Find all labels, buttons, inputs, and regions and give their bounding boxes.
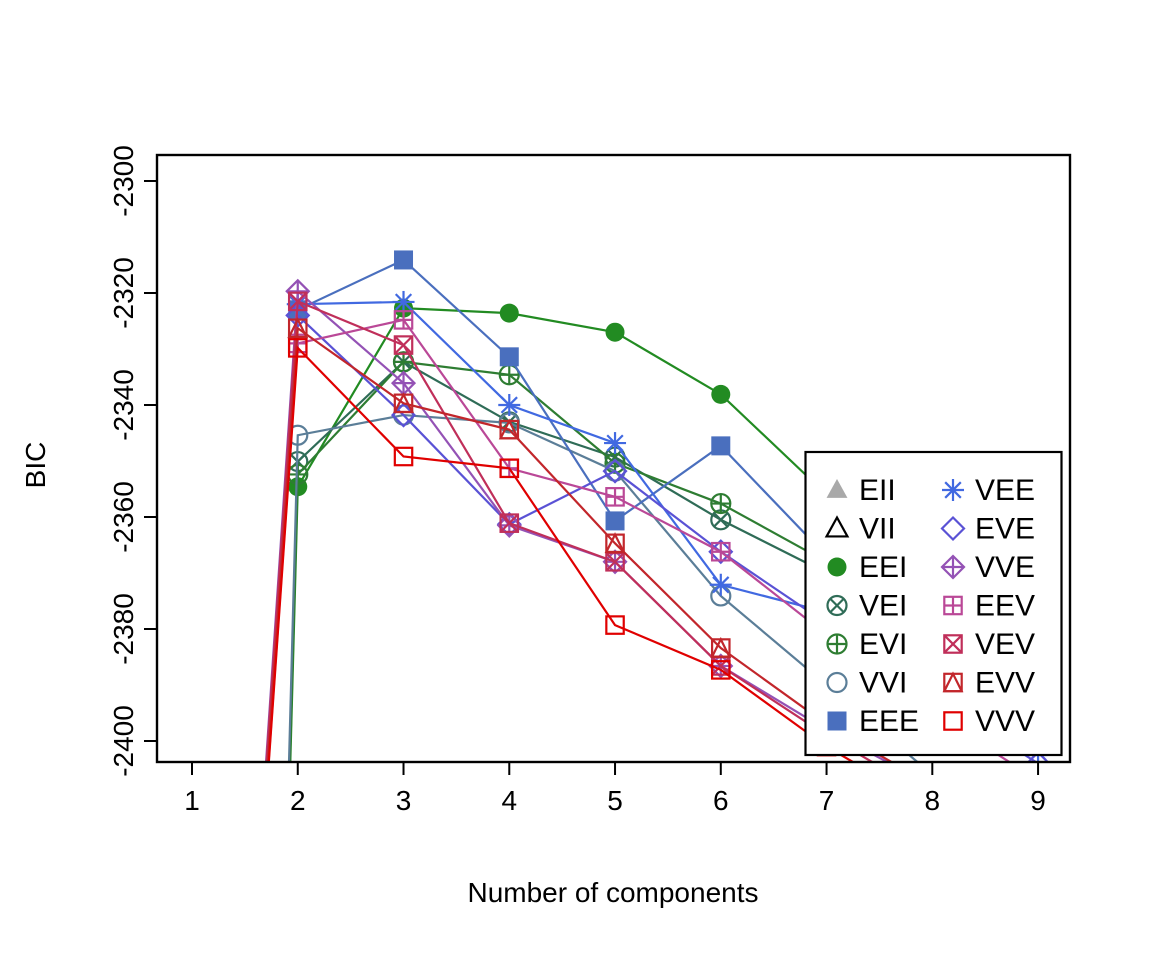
x-tick-label: 7 [819,785,835,816]
y-tick-label: -2340 [108,369,139,441]
x-tick-label: 5 [607,785,623,816]
marker-EVI [710,492,732,515]
legend-label-VVE: VVE [975,551,1035,584]
x-tick-label: 3 [396,785,412,816]
x-axis: 1 2 3 4 5 6 7 8 9 [184,762,1046,816]
legend-label-EVV: EVV [975,667,1035,700]
marker-EVV [287,317,309,339]
y-tick-label: -2360 [108,481,139,553]
marker-VVV [393,446,414,467]
marker-EEE [394,250,414,270]
marker-VEV [499,513,520,533]
marker-VVV [1029,856,1046,873]
legend-label-VVI: VVI [859,667,907,700]
marker-VVV [605,615,625,635]
legend-label-EEE: EEE [859,705,919,738]
marker-EVE [602,458,628,484]
legend-label-EEI: EEI [859,551,907,584]
legend-marker-VVE [940,554,966,580]
marker-EVE [285,302,311,328]
x-tick-label: 4 [501,785,517,816]
marker-EEV [710,541,731,562]
legend-marker-VVV [943,711,963,731]
marker-EEE [605,511,625,531]
y-axis: -2400 -2380 -2360 -2340 -2320 -2300 [108,145,157,777]
x-axis-title: Number of components [467,877,758,908]
legend-marker-EVV [942,671,964,693]
x-tick-label: 8 [925,785,941,816]
marker-EEI [499,303,519,323]
legend-marker-EEV [943,595,963,616]
legend-marker-VEE [942,479,964,501]
marker-VEE [709,573,732,596]
x-tick-label: 2 [290,785,306,816]
marker-VEE [392,290,415,313]
y-tick-label: -2300 [108,145,139,217]
marker-VVE [1027,831,1049,853]
legend-label-VEV: VEV [975,628,1035,661]
marker-EEE [711,436,731,456]
x-tick-label: 1 [184,785,200,816]
legend-label-EII: EII [859,474,896,507]
y-tick-label: -2320 [108,257,139,329]
marker-EVV [393,392,414,414]
marker-EVV [710,636,732,658]
y-tick-label: -2380 [108,593,139,665]
legend-marker-VEI [826,594,848,617]
y-axis-title: BIC [20,442,51,489]
marker-VEV [287,291,308,312]
x-tick-label: 9 [1030,785,1046,816]
legend: EII VII EEI VEI EVI VVI EEE VEE EVE VVE EEV VEV EVV V… [804,450,1063,757]
legend-marker-EVE [940,515,966,542]
legend-box [804,450,1063,757]
legend-marker-VEV [943,634,963,654]
marker-VVV [499,458,520,479]
legend-label-EVE: EVE [975,513,1035,546]
plot-area: 1 2 3 4 5 6 7 8 9 -2400 -2380 -2360 -2340 -2320 -2300 E… [108,145,1072,873]
legend-label-EVI: EVI [859,628,907,661]
marker-VVV [710,660,731,680]
marker-EEE [499,347,519,367]
marker-VVV [287,338,308,358]
marker-VVI [1029,849,1048,868]
marker-EEV [605,487,625,507]
marker-EEV [393,310,414,330]
legend-marker-VVI [826,671,848,694]
legend-label-VEI: VEI [859,590,907,623]
legend-marker-EII [826,479,848,498]
marker-VEE [498,393,521,416]
marker-EVV [604,532,626,554]
x-tick-label: 6 [713,785,729,816]
marker-VEE [604,432,627,455]
legend-marker-EEE [827,711,847,731]
marker-EVE [1026,750,1050,762]
legend-marker-EVI [826,633,848,655]
legend-label-VVV: VVV [975,705,1035,738]
plot-border [155,153,1072,764]
y-tick-label: -2400 [108,705,139,777]
marker-EEI [605,322,625,342]
legend-label-EEV: EEV [975,590,1035,623]
legend-label-VII: VII [859,513,896,546]
legend-label-VEE: VEE [975,474,1035,507]
marker-EVV [1029,833,1046,850]
legend-marker-EEI [827,557,847,577]
marker-VEV [393,335,414,355]
marker-EVV [498,418,520,440]
marker-EEI [711,384,731,404]
legend-marker-VII [824,515,850,538]
marker-VEV [1029,844,1046,861]
